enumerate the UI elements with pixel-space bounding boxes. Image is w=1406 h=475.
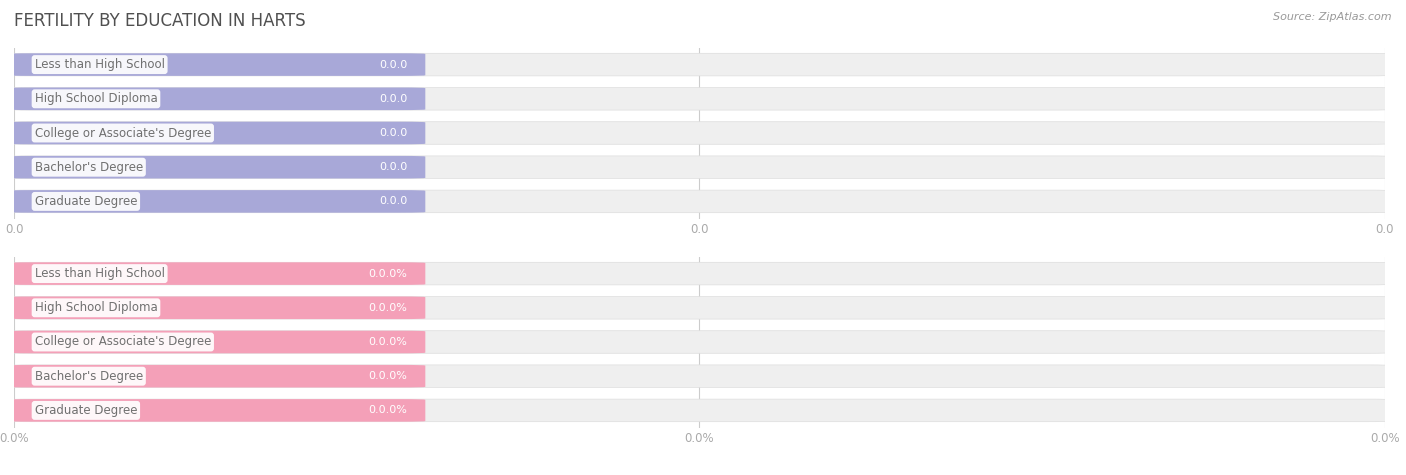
- Text: High School Diploma: High School Diploma: [35, 301, 157, 314]
- Text: Bachelor's Degree: Bachelor's Degree: [35, 161, 143, 174]
- FancyBboxPatch shape: [7, 53, 1392, 76]
- Text: Source: ZipAtlas.com: Source: ZipAtlas.com: [1274, 12, 1392, 22]
- Text: Graduate Degree: Graduate Degree: [35, 404, 138, 417]
- Text: 0.0.0%: 0.0.0%: [368, 405, 408, 416]
- FancyBboxPatch shape: [7, 365, 1392, 388]
- FancyBboxPatch shape: [7, 156, 1392, 179]
- FancyBboxPatch shape: [7, 296, 1392, 319]
- FancyBboxPatch shape: [7, 262, 1392, 285]
- FancyBboxPatch shape: [7, 296, 426, 319]
- Text: High School Diploma: High School Diploma: [35, 92, 157, 105]
- FancyBboxPatch shape: [7, 122, 1392, 144]
- FancyBboxPatch shape: [7, 365, 426, 388]
- FancyBboxPatch shape: [7, 122, 426, 144]
- Text: Bachelor's Degree: Bachelor's Degree: [35, 370, 143, 383]
- Text: 0.0.0%: 0.0.0%: [368, 337, 408, 347]
- FancyBboxPatch shape: [7, 331, 426, 353]
- Text: Graduate Degree: Graduate Degree: [35, 195, 138, 208]
- FancyBboxPatch shape: [7, 190, 426, 213]
- FancyBboxPatch shape: [7, 156, 426, 179]
- FancyBboxPatch shape: [7, 262, 426, 285]
- Text: 0.0.0%: 0.0.0%: [368, 303, 408, 313]
- Text: Less than High School: Less than High School: [35, 267, 165, 280]
- Text: 0.0.0: 0.0.0: [380, 94, 408, 104]
- Text: 0.0.0%: 0.0.0%: [368, 268, 408, 279]
- Text: 0.0.0%: 0.0.0%: [368, 371, 408, 381]
- Text: 0.0.0: 0.0.0: [380, 162, 408, 172]
- Text: College or Associate's Degree: College or Associate's Degree: [35, 126, 211, 140]
- FancyBboxPatch shape: [7, 399, 1392, 422]
- FancyBboxPatch shape: [7, 190, 1392, 213]
- FancyBboxPatch shape: [7, 87, 426, 110]
- Text: 0.0.0: 0.0.0: [380, 128, 408, 138]
- FancyBboxPatch shape: [7, 399, 426, 422]
- FancyBboxPatch shape: [7, 53, 426, 76]
- Text: Less than High School: Less than High School: [35, 58, 165, 71]
- Text: FERTILITY BY EDUCATION IN HARTS: FERTILITY BY EDUCATION IN HARTS: [14, 12, 305, 30]
- FancyBboxPatch shape: [7, 331, 1392, 353]
- Text: College or Associate's Degree: College or Associate's Degree: [35, 335, 211, 349]
- FancyBboxPatch shape: [7, 87, 1392, 110]
- Text: 0.0.0: 0.0.0: [380, 59, 408, 70]
- Text: 0.0.0: 0.0.0: [380, 196, 408, 207]
